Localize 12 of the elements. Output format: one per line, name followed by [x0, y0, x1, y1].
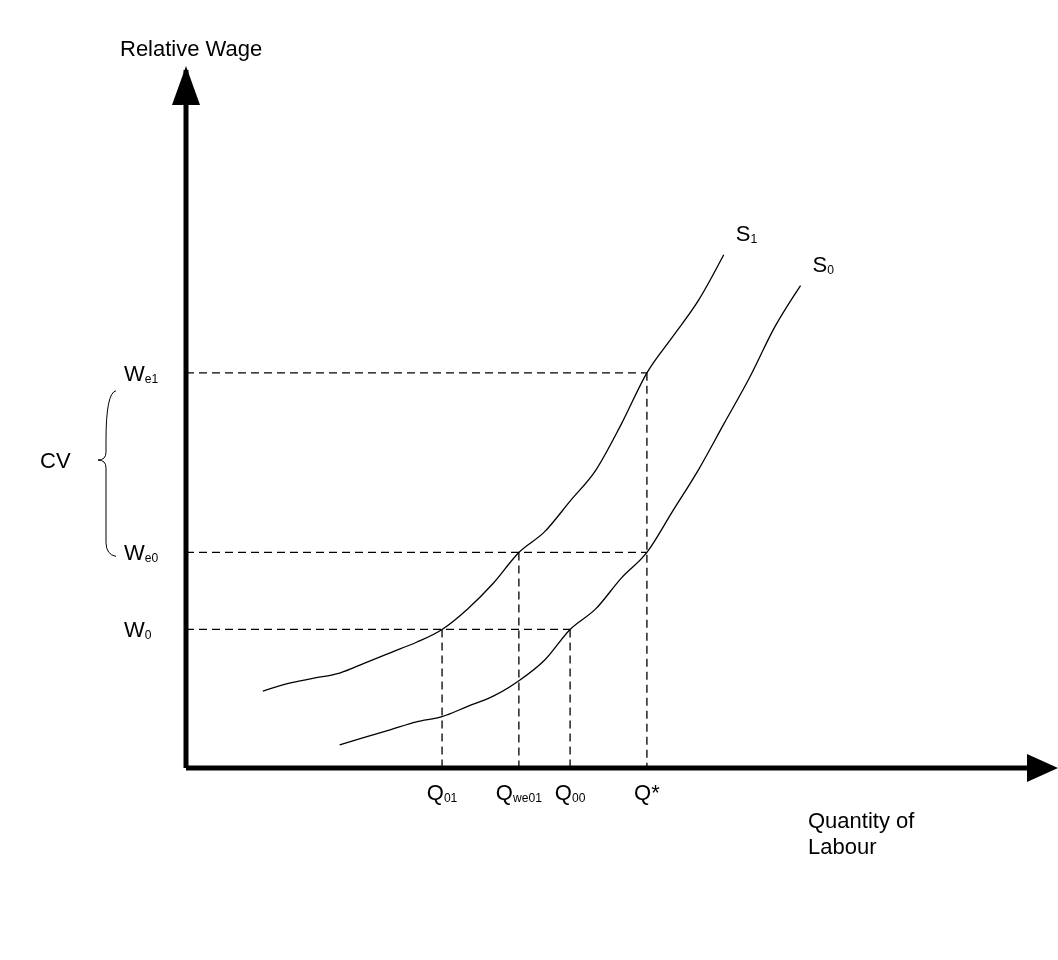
x-tick-label: Q*	[634, 780, 661, 805]
text: W$_{e1}$	[124, 360, 159, 387]
x-tick-label: Q$_{01}$	[426, 780, 458, 806]
text: Relative Wage	[120, 36, 263, 61]
x-axis-title: Quantity of Labour	[808, 808, 915, 859]
series-label: S$_{1}$	[735, 220, 758, 247]
text: W$_{e0}$	[124, 540, 159, 566]
series-label: S$_{0}$	[812, 251, 835, 277]
text: W$_{0}$	[124, 617, 152, 643]
x-tick-label: Q$_{we01}$	[495, 780, 543, 806]
x-tick-label: Q$_{00}$	[554, 780, 586, 806]
text: CV	[40, 448, 71, 474]
